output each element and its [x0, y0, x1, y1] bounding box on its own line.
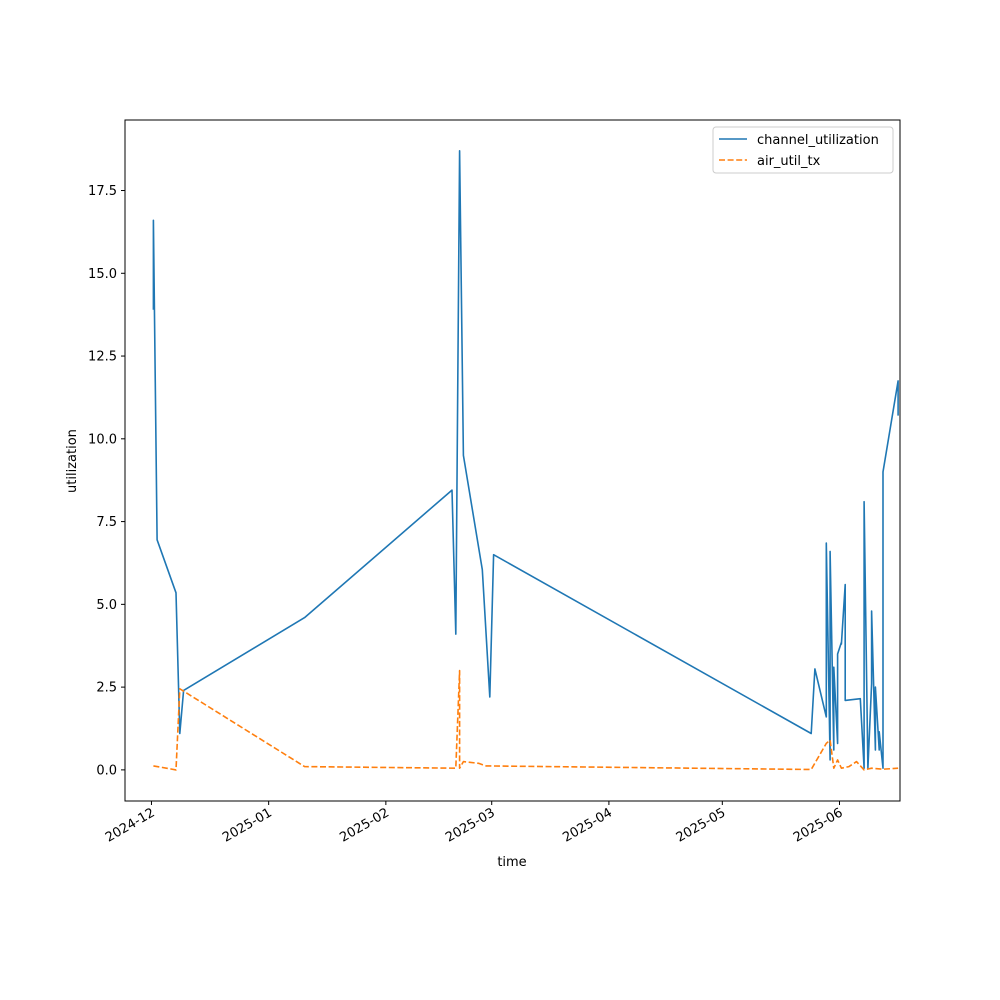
y-axis: 0.0 2.5 5.0 7.5 10.0 12.5 15.0 17.5 — [88, 184, 125, 778]
legend-box — [712, 126, 894, 174]
legend-label-channel-utilization: channel_utilization — [757, 133, 879, 148]
axes-frame — [124, 119, 901, 802]
y-tick-label: 0.0 — [96, 763, 117, 778]
x-axis-label: time — [497, 855, 526, 870]
series-line-channel-utilization — [152, 150, 899, 770]
legend: channel_utilization air_util_tx — [712, 126, 894, 174]
y-tick-label: 10.0 — [88, 432, 117, 447]
series-line-air-util-tx — [153, 669, 899, 771]
y-tick-label: 15.0 — [88, 267, 117, 282]
legend-label-air-util-tx: air_util_tx — [757, 154, 821, 169]
y-tick-label: 12.5 — [88, 350, 117, 365]
y-tick-label: 2.5 — [96, 681, 117, 696]
y-tick-label: 5.0 — [96, 598, 117, 613]
y-tick-label: 17.5 — [88, 184, 117, 199]
y-tick-label: 7.5 — [96, 515, 117, 530]
plot-lines — [152, 150, 899, 771]
y-axis-label: utilization — [65, 429, 80, 493]
